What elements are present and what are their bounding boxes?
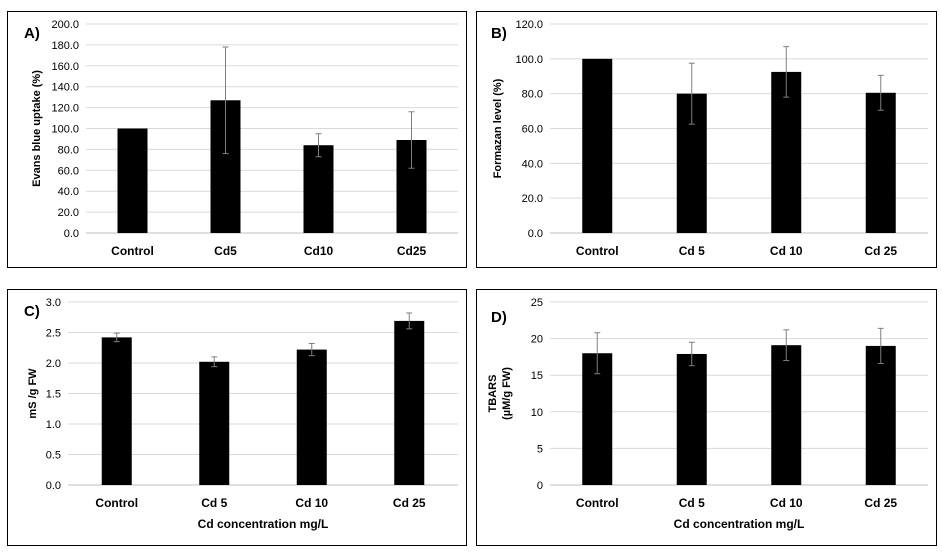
bar	[117, 128, 148, 233]
y-tick-label: 20.0	[522, 193, 543, 205]
x-tick-label: Cd 10	[770, 244, 803, 258]
chart-panel-d: 0 5 10 15 20 25 Control Cd 5 Cd 10 Cd 25 D) TBARS (µ…	[476, 289, 937, 546]
panel-letter: A)	[24, 25, 40, 42]
y-tick-label: 40.0	[58, 186, 79, 198]
chart-svg-a: 0.0 20.0 40.0 60.0 80.0 100.0 120.0 140.0 160.0 1…	[24, 19, 458, 258]
y-tick-label: 80.0	[58, 144, 79, 156]
panel-letter: B)	[491, 25, 507, 42]
panel-letter: D)	[491, 309, 507, 326]
x-tick-label: Control	[576, 244, 619, 258]
bar	[296, 349, 327, 485]
bar	[865, 92, 896, 233]
y-tick-label: 0.0	[528, 228, 543, 240]
y-tick-label: 10	[531, 407, 543, 419]
x-tick-label: Cd 25	[864, 496, 897, 510]
bar	[676, 353, 707, 485]
chart-panel-a: 0.0 20.0 40.0 60.0 80.0 100.0 120.0 140.0 160.0 1…	[7, 11, 467, 268]
y-tick-label: 25	[531, 297, 543, 309]
x-tick-label: Cd10	[304, 244, 334, 258]
x-tick-label: Cd25	[397, 244, 427, 258]
y-tick-label: 100.0	[51, 124, 79, 136]
x-tick-label: Control	[95, 496, 138, 510]
bar	[582, 353, 613, 485]
x-tick-label: Cd 5	[679, 496, 705, 510]
x-axis-title: Cd concentration mg/L	[674, 517, 805, 531]
chart-panel-c: 0.0 0.5 1.0 1.5 2.0 2.5 3.0 Control Cd 5 Cd 10 Cd …	[7, 289, 467, 546]
y-tick-label: 5	[537, 443, 543, 455]
y-tick-label: 160.0	[51, 61, 79, 73]
y-axis-title: mS /g FW	[27, 368, 39, 419]
y-tick-label: 15	[531, 370, 543, 382]
chart-svg-d: 0 5 10 15 20 25 Control Cd 5 Cd 10 Cd 25 D) TBARS (µ…	[487, 297, 928, 531]
x-tick-label: Cd 25	[393, 496, 426, 510]
bar	[582, 58, 613, 234]
x-tick-label: Cd 25	[864, 244, 897, 258]
y-tick-label: 0	[537, 480, 543, 492]
y-tick-label: 120.0	[515, 19, 543, 31]
y-tick-label: 180.0	[51, 40, 79, 52]
x-tick-label: Cd 10	[770, 496, 803, 510]
chart-svg-c: 0.0 0.5 1.0 1.5 2.0 2.5 3.0 Control Cd 5 Cd 10 Cd …	[24, 297, 458, 531]
bar	[771, 345, 802, 485]
y-tick-label: 0.5	[46, 450, 61, 462]
y-tick-label: 60.0	[58, 165, 79, 177]
x-tick-label: Cd5	[214, 244, 237, 258]
chart-svg-b: 0.0 20.0 40.0 60.0 80.0 100.0 120.0 Control Cd 5…	[491, 19, 928, 258]
x-tick-label: Cd 5	[679, 244, 705, 258]
y-axis-title: Evans blue uptake (%)	[31, 70, 43, 187]
x-tick-label: Cd 5	[201, 496, 227, 510]
y-axis-title: Formazan level (%)	[492, 78, 504, 178]
y-tick-label: 40.0	[522, 158, 543, 170]
bar	[771, 71, 802, 233]
panel-letter: C)	[24, 303, 40, 320]
x-tick-label: Control	[111, 244, 154, 258]
y-tick-label: 0.0	[46, 480, 61, 492]
y-tick-label: 80.0	[522, 89, 543, 101]
y-tick-label: 1.0	[46, 419, 61, 431]
bar	[199, 361, 230, 485]
y-tick-label: 60.0	[522, 124, 543, 136]
y-axis-title: TBARS	[487, 375, 499, 413]
bar	[394, 320, 425, 485]
y-tick-label: 200.0	[51, 19, 79, 31]
y-tick-label: 140.0	[51, 82, 79, 94]
y-tick-label: 100.0	[515, 54, 543, 66]
bar	[865, 345, 896, 485]
x-axis-title: Cd concentration mg/L	[198, 517, 329, 531]
y-tick-label: 20	[531, 334, 543, 346]
x-tick-label: Cd 10	[295, 496, 328, 510]
bar	[101, 337, 132, 485]
y-tick-label: 3.0	[46, 297, 61, 309]
bar	[303, 145, 334, 233]
y-tick-label: 0.0	[64, 228, 79, 240]
y-tick-label: 1.5	[46, 389, 61, 401]
y-tick-label: 2.0	[46, 358, 61, 370]
y-tick-label: 2.5	[46, 328, 61, 340]
y-tick-label: 120.0	[51, 103, 79, 115]
chart-panel-b: 0.0 20.0 40.0 60.0 80.0 100.0 120.0 Control Cd 5…	[476, 11, 937, 268]
y-axis-title-line2: (µM/g FW)	[501, 367, 513, 420]
y-tick-label: 20.0	[58, 207, 79, 219]
x-tick-label: Control	[576, 496, 619, 510]
